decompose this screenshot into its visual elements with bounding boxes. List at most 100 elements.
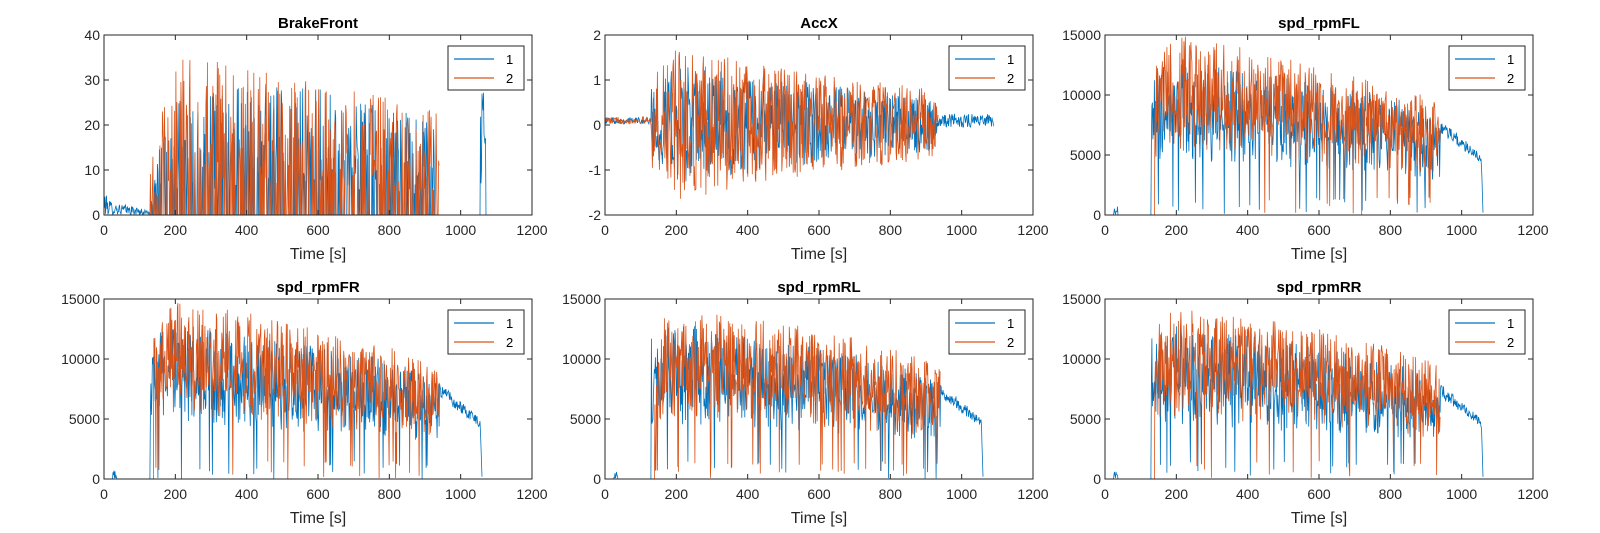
x-axis-label: Time [s] xyxy=(791,510,847,527)
legend-entry: 1 xyxy=(1507,316,1514,331)
y-tick-label: 15000 xyxy=(562,291,601,307)
chart-title: AccX xyxy=(800,15,838,32)
x-axis-label: Time [s] xyxy=(791,246,847,263)
x-tick-label: 1200 xyxy=(1017,486,1048,502)
x-tick-label: 800 xyxy=(879,222,903,238)
y-tick-label: -1 xyxy=(589,162,602,178)
series-2-line xyxy=(104,303,440,479)
y-tick-label: 2 xyxy=(593,27,601,43)
legend: 12 xyxy=(948,309,1026,355)
x-tick-label: 800 xyxy=(378,486,402,502)
x-tick-label: 1200 xyxy=(516,486,547,502)
series-1-line xyxy=(1105,60,1484,215)
chart-title: spd_rpmRL xyxy=(777,279,860,296)
y-tick-label: 40 xyxy=(84,27,100,43)
y-tick-label: 30 xyxy=(84,72,100,88)
series-2-line xyxy=(1105,310,1441,479)
y-tick-label: 5000 xyxy=(1070,411,1101,427)
x-tick-label: 600 xyxy=(306,486,330,502)
legend-box xyxy=(1448,45,1526,91)
y-tick-label: 5000 xyxy=(69,411,100,427)
legend-entry: 2 xyxy=(506,335,513,350)
y-tick-label: 15000 xyxy=(1062,27,1101,43)
legend-entry: 2 xyxy=(506,71,513,86)
y-tick-label: 0 xyxy=(1093,207,1101,223)
x-tick-label: 200 xyxy=(665,222,689,238)
y-tick-label: 10 xyxy=(84,162,100,178)
chart-title: BrakeFront xyxy=(278,15,358,32)
legend-box xyxy=(948,45,1026,91)
x-tick-label: 0 xyxy=(601,486,609,502)
x-tick-label: 1200 xyxy=(1517,486,1548,502)
x-tick-label: 600 xyxy=(1307,486,1331,502)
legend-entry: 2 xyxy=(1007,335,1014,350)
x-tick-label: 600 xyxy=(306,222,330,238)
y-tick-label: 5000 xyxy=(570,411,601,427)
x-tick-label: 800 xyxy=(378,222,402,238)
subplot-spd_rpmRR: 0 200 400 600 800 1000 1200 0 5000 10000 15000 spd_… xyxy=(1062,279,1549,527)
subplot-spd_rpmFL: 0 200 400 600 800 1000 1200 0 5000 10000 15000 spd_… xyxy=(1062,15,1549,263)
x-axis-label: Time [s] xyxy=(1291,510,1347,527)
x-tick-label: 1000 xyxy=(946,222,977,238)
x-tick-label: 200 xyxy=(164,486,188,502)
y-tick-label: 5000 xyxy=(1070,147,1101,163)
subplot-AccX: 0 200 400 600 800 1000 1200 -2 -1 0 12 AccX Time [s]… xyxy=(589,15,1049,263)
legend-entry: 2 xyxy=(1507,71,1514,86)
legend-box xyxy=(447,309,525,355)
y-tick-label: 0 xyxy=(593,117,601,133)
x-tick-label: 0 xyxy=(100,486,108,502)
x-tick-label: 0 xyxy=(100,222,108,238)
legend-entry: 1 xyxy=(1507,52,1514,67)
y-tick-label: 10000 xyxy=(1062,351,1101,367)
legend-entry: 1 xyxy=(506,316,513,331)
x-tick-label: 600 xyxy=(1307,222,1331,238)
series-2-line xyxy=(104,59,440,215)
x-tick-label: 600 xyxy=(807,222,831,238)
legend-box xyxy=(948,309,1026,355)
x-tick-label: 1000 xyxy=(946,486,977,502)
legend: 12 xyxy=(447,45,525,91)
y-tick-label: 15000 xyxy=(1062,291,1101,307)
legend: 12 xyxy=(948,45,1026,91)
x-tick-label: 1200 xyxy=(516,222,547,238)
legend-box xyxy=(447,45,525,91)
x-tick-label: 400 xyxy=(736,222,760,238)
y-tick-label: -2 xyxy=(589,207,602,223)
series-1-line xyxy=(104,326,483,479)
legend: 12 xyxy=(1448,309,1526,355)
x-tick-label: 200 xyxy=(164,222,188,238)
legend: 12 xyxy=(447,309,525,355)
x-axis-label: Time [s] xyxy=(1291,246,1347,263)
x-tick-label: 0 xyxy=(601,222,609,238)
series-2-line xyxy=(605,314,941,479)
x-tick-label: 1200 xyxy=(1017,222,1048,238)
y-tick-label: 0 xyxy=(593,471,601,487)
x-tick-label: 800 xyxy=(1379,222,1403,238)
legend: 12 xyxy=(1448,45,1526,91)
x-tick-label: 1200 xyxy=(1517,222,1548,238)
subplot-spd_rpmFR: 0 200 400 600 800 1000 1200 0 5000 10000 15000 spd_… xyxy=(61,279,548,527)
chart-title: spd_rpmFL xyxy=(1278,15,1360,32)
x-tick-label: 200 xyxy=(1165,486,1189,502)
y-tick-label: 10000 xyxy=(61,351,100,367)
x-tick-label: 400 xyxy=(235,486,259,502)
legend-box xyxy=(1448,309,1526,355)
x-tick-label: 200 xyxy=(665,486,689,502)
chart-title: spd_rpmFR xyxy=(276,279,360,296)
x-tick-label: 1000 xyxy=(1446,222,1477,238)
legend-entry: 2 xyxy=(1507,335,1514,350)
y-tick-label: 0 xyxy=(1093,471,1101,487)
y-tick-label: 0 xyxy=(92,471,100,487)
x-tick-label: 600 xyxy=(807,486,831,502)
x-tick-label: 0 xyxy=(1101,486,1109,502)
legend-entry: 1 xyxy=(506,52,513,67)
y-tick-label: 20 xyxy=(84,117,100,133)
x-tick-label: 0 xyxy=(1101,222,1109,238)
y-tick-label: 10000 xyxy=(1062,87,1101,103)
series-2-line xyxy=(1105,36,1441,215)
y-tick-label: 15000 xyxy=(61,291,100,307)
y-tick-label: 10000 xyxy=(562,351,601,367)
x-tick-label: 800 xyxy=(879,486,903,502)
series-2-line xyxy=(605,50,939,199)
